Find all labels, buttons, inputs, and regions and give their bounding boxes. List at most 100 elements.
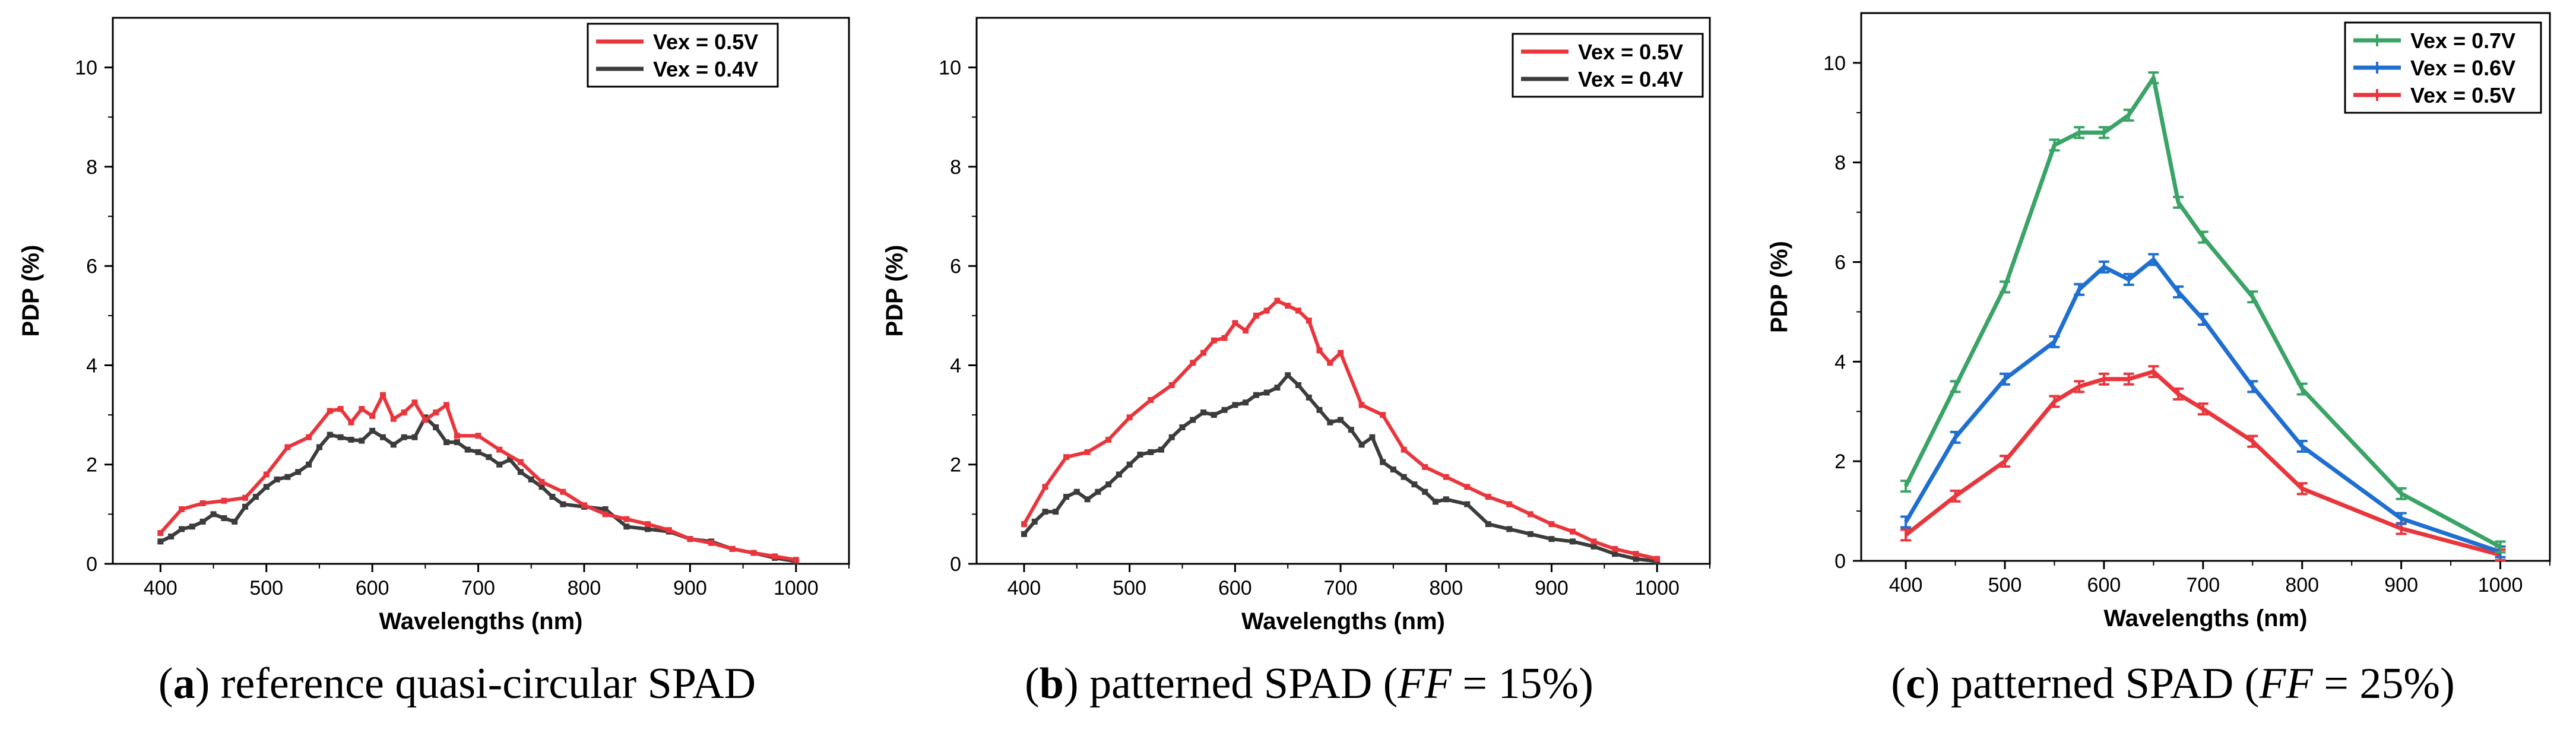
data-point xyxy=(1380,412,1386,418)
data-point xyxy=(1527,531,1533,537)
data-point xyxy=(1042,484,1048,490)
data-point xyxy=(232,518,238,525)
data-point xyxy=(443,439,450,446)
data-point xyxy=(1569,538,1576,545)
data-point xyxy=(1327,419,1333,426)
data-point xyxy=(1548,536,1555,542)
data-point xyxy=(1432,499,1438,505)
y-tick-label: 8 xyxy=(950,156,961,179)
y-tick-label: 6 xyxy=(950,255,961,278)
data-point xyxy=(1390,466,1396,473)
data-point xyxy=(1548,521,1555,528)
y-tick-label: 4 xyxy=(86,354,97,377)
data-point xyxy=(1369,434,1376,440)
data-point xyxy=(1316,347,1323,354)
legend: Vex = 0.5V Vex = 0.4V xyxy=(587,23,779,88)
data-point xyxy=(252,494,259,500)
data-point xyxy=(475,433,481,439)
data-point xyxy=(210,511,217,518)
data-point xyxy=(623,523,630,530)
data-point xyxy=(1633,556,1639,562)
legend-label-1: Vex = 0.4V xyxy=(653,57,758,81)
data-point xyxy=(602,511,609,518)
data-point xyxy=(454,433,460,439)
y-tick-label: 6 xyxy=(86,255,97,278)
x-tick-label: 400 xyxy=(1007,577,1041,599)
x-tick-label: 600 xyxy=(1218,577,1252,599)
data-point xyxy=(1327,360,1333,366)
data-point xyxy=(708,539,715,546)
plot-frame xyxy=(975,17,1711,565)
data-point xyxy=(1590,538,1597,545)
data-point xyxy=(602,506,609,512)
data-point xyxy=(284,444,291,450)
data-point xyxy=(316,444,322,450)
data-point xyxy=(327,431,333,438)
data-point xyxy=(221,515,227,522)
data-point xyxy=(1527,511,1533,518)
data-point xyxy=(284,474,291,480)
data-point xyxy=(560,488,566,495)
data-point xyxy=(379,434,386,440)
data-point xyxy=(645,526,651,532)
data-point xyxy=(242,494,249,501)
data-point xyxy=(178,526,185,532)
data-point xyxy=(772,553,778,560)
data-point xyxy=(1084,496,1091,503)
y-tick-label: 2 xyxy=(950,454,961,477)
data-point xyxy=(645,521,651,528)
data-point xyxy=(199,518,206,525)
data-point xyxy=(507,456,514,463)
data-point xyxy=(178,506,185,512)
y-tick-label: 0 xyxy=(950,553,961,576)
x-tick-label: 900 xyxy=(1535,577,1569,599)
y-tick-label: 0 xyxy=(86,553,97,576)
data-point xyxy=(1274,385,1281,391)
x-tick-label: 500 xyxy=(1113,577,1146,599)
data-point xyxy=(1464,484,1471,490)
data-point xyxy=(1031,518,1038,525)
caption-c: (c) patterned SPAD (FF = 25%) xyxy=(1891,659,2455,708)
data-point xyxy=(454,439,460,446)
data-point xyxy=(1316,407,1323,413)
series-line-2 xyxy=(1904,369,2501,557)
data-point xyxy=(1401,474,1407,480)
data-point xyxy=(687,536,693,542)
data-point xyxy=(1485,494,1491,500)
y-axis-label: PDP (%) xyxy=(882,245,908,337)
x-tick-label: 600 xyxy=(356,577,389,599)
data-point xyxy=(1253,392,1259,398)
data-point xyxy=(348,419,354,426)
data-point xyxy=(1148,449,1154,455)
x-tick-label: 800 xyxy=(568,577,601,599)
data-point xyxy=(348,436,354,443)
legend-box xyxy=(1512,33,1704,98)
y-tick-label: 4 xyxy=(1834,351,1846,373)
data-point xyxy=(1190,417,1196,423)
data-point xyxy=(295,469,302,475)
data-point xyxy=(1401,446,1407,453)
data-point xyxy=(1295,307,1301,314)
data-point xyxy=(1590,543,1597,550)
x-tick-label: 800 xyxy=(1429,577,1463,599)
legend: Vex = 0.5V Vex = 0.4V xyxy=(1512,33,1704,98)
data-point xyxy=(1168,382,1175,388)
data-point xyxy=(1654,556,1661,562)
legend-label-2: Vex = 0.5V xyxy=(2410,83,2515,107)
data-point xyxy=(1211,412,1217,418)
data-point xyxy=(401,434,407,440)
data-point xyxy=(1063,494,1070,500)
legend-label-1: Vex = 0.4V xyxy=(1578,67,1683,91)
data-point xyxy=(1073,488,1080,495)
data-point xyxy=(1105,436,1112,443)
data-point xyxy=(1200,409,1207,415)
y-tick-label: 2 xyxy=(1834,450,1846,473)
x-tick-label: 500 xyxy=(249,577,283,599)
data-point xyxy=(496,461,503,468)
series-line-1 xyxy=(1022,373,1658,563)
data-point xyxy=(1095,488,1101,495)
data-point xyxy=(327,408,333,414)
data-point xyxy=(1348,427,1354,433)
data-point xyxy=(1506,526,1513,532)
